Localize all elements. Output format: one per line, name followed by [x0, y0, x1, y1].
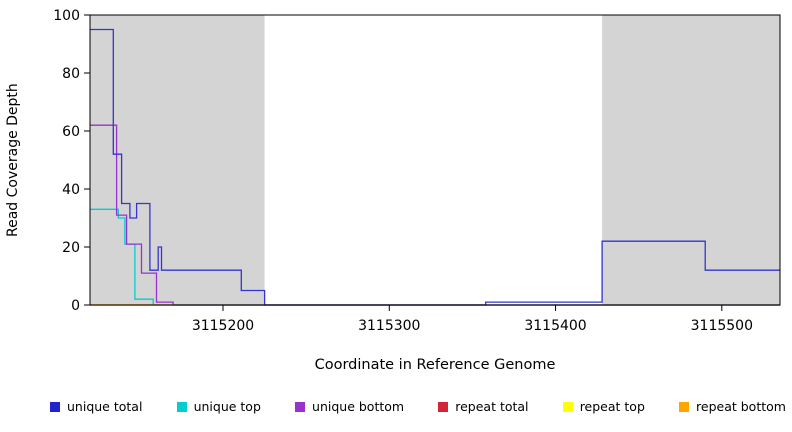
series-line-unique-bottom — [90, 124, 780, 306]
legend-label: repeat bottom — [696, 399, 786, 414]
legend-label: repeat total — [455, 399, 529, 414]
x-tick-label: 3115300 — [358, 318, 420, 334]
legend-label: unique bottom — [312, 399, 405, 414]
y-tick-label: 80 — [62, 66, 80, 82]
x-tick-label: 3115200 — [192, 318, 254, 334]
legend-item-unique-bottom: unique bottom — [295, 399, 404, 414]
legend-swatch-unique-top — [176, 401, 187, 412]
x-tick-label: 3115500 — [691, 318, 753, 334]
legend-label: repeat top — [579, 399, 645, 414]
shaded-region — [90, 15, 265, 305]
legend-item-repeat-total: repeat total — [438, 399, 529, 414]
legend-swatch-repeat-top — [562, 401, 573, 412]
legend-item-repeat-top: repeat top — [562, 399, 645, 414]
plot-border — [89, 14, 781, 306]
legend-swatch-repeat-bottom — [679, 401, 690, 412]
series-line-unique-total — [90, 28, 780, 306]
y-tick-label: 40 — [62, 182, 80, 198]
y-tick-label: 0 — [71, 298, 80, 314]
legend-swatch-repeat-total — [438, 401, 449, 412]
y-tick-label: 20 — [62, 240, 80, 256]
legend-label: unique total — [67, 399, 143, 414]
coverage-chart: 0 20 40 60 80 100 3115200 3115300 3115400 3115500 — [53, 8, 781, 334]
legend-item-repeat-bottom: repeat bottom — [679, 399, 786, 414]
legend-swatch-unique-total — [50, 401, 60, 412]
legend-label: unique top — [193, 399, 261, 414]
legend-swatch-unique-bottom — [295, 401, 306, 412]
legend-item-unique-total: unique total — [50, 399, 142, 414]
y-axis-label: Read Coverage Depth — [5, 83, 21, 237]
shaded-region — [602, 15, 780, 305]
chart-legend: unique total unique top unique bottom repea… — [50, 399, 786, 414]
legend-item-unique-top: unique top — [176, 399, 261, 414]
x-tick-label: 3115400 — [524, 318, 586, 334]
y-tick-label: 60 — [62, 124, 80, 140]
y-tick-label: 100 — [53, 8, 80, 24]
x-axis-label: Coordinate in Reference Genome — [314, 357, 556, 373]
